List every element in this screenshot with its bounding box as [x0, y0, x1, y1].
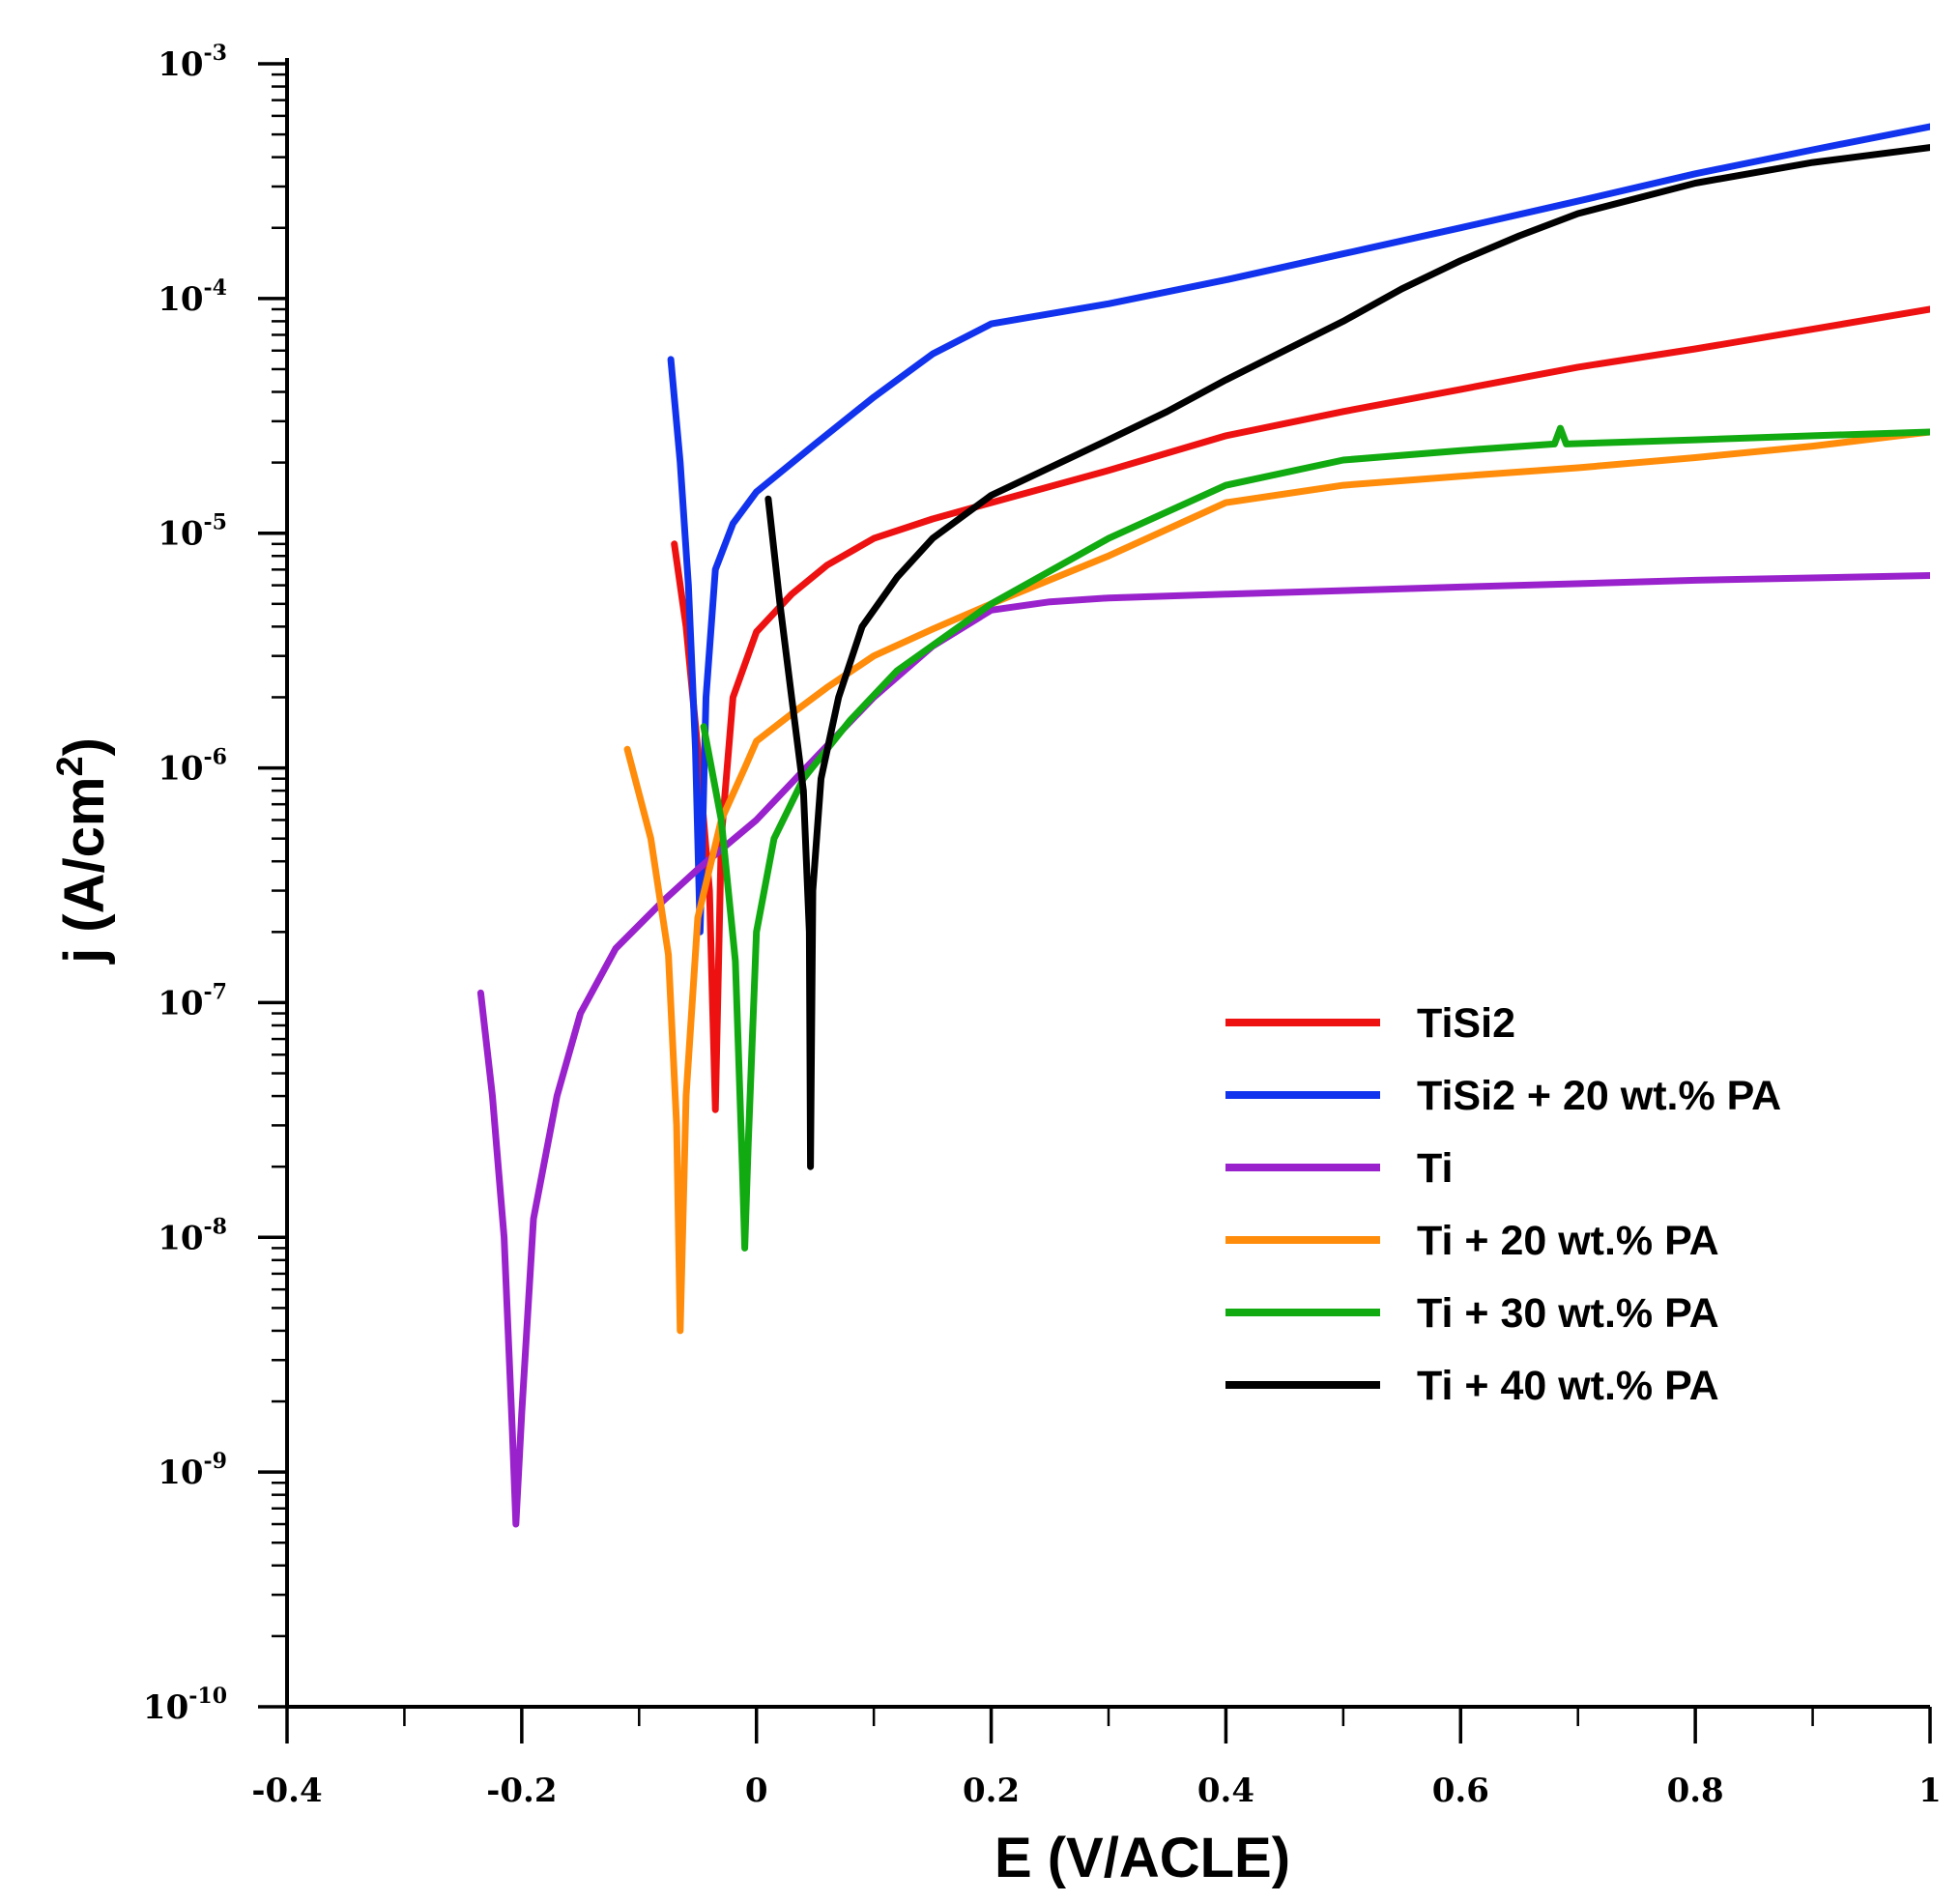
series-line-ti	[476, 572, 1930, 1528]
y-axis-title-main: j (A/cm	[53, 777, 116, 965]
series-line-ti-20-wt-pa	[623, 428, 1930, 1335]
y-tick-base: 10	[158, 1219, 203, 1257]
y-tick-labels: 10-310-410-510-610-710-810-910-10	[143, 41, 227, 1727]
y-tick-base: 10	[158, 515, 203, 554]
series-line-tisi2	[671, 305, 1930, 1113]
y-tick-label: 10-4	[158, 275, 227, 319]
y-tick-base: 10	[143, 1688, 188, 1727]
y-tick-label: 10-5	[158, 510, 227, 554]
x-tick-label: 0.8	[1667, 1772, 1724, 1810]
y-tick-base: 10	[158, 1454, 203, 1492]
y-tick-exponent: -6	[204, 745, 227, 770]
x-tick-label: -0.4	[251, 1772, 322, 1810]
y-tick-label: 10-9	[158, 1449, 227, 1492]
y-tick-exponent: -3	[204, 41, 227, 66]
series-line-tisi2-20-wt-pa	[667, 123, 1930, 936]
legend-label: TiSi2	[1417, 1000, 1515, 1047]
y-tick-label: 10-3	[158, 41, 227, 84]
y-tick-exponent: -4	[204, 275, 227, 301]
x-tick-label: 0.6	[1432, 1772, 1489, 1810]
series-line-ti-40-wt-pa	[764, 144, 1930, 1170]
y-tick-exponent: -5	[204, 510, 227, 535]
y-tick-base: 10	[158, 750, 203, 789]
y-axis-title-sup: 2	[50, 756, 91, 776]
y-tick-exponent: -7	[204, 979, 227, 1004]
x-axis-title: E (V/ACLE)	[994, 1827, 1290, 1889]
y-tick-label: 10-10	[143, 1684, 227, 1727]
y-tick-exponent: -9	[204, 1449, 227, 1474]
x-tick-label: 0	[745, 1772, 768, 1810]
y-tick-base: 10	[158, 45, 203, 84]
y-axis-title-end: )	[53, 737, 116, 756]
y-minor-ticks	[272, 72, 287, 1638]
y-tick-label: 10-6	[158, 745, 227, 789]
axes	[285, 58, 1930, 1709]
y-tick-label: 10-8	[158, 1214, 227, 1257]
y-axis-title: j (A/cm2)	[50, 737, 116, 965]
legend-label: TiSi2 + 20 wt.% PA	[1417, 1073, 1781, 1119]
y-tick-base: 10	[158, 280, 203, 319]
x-tick-label: 1	[1918, 1772, 1942, 1810]
legend: TiSi2 TiSi2 + 20 wt.% PA Ti Ti + 20 wt.% PA…	[1225, 1000, 1781, 1409]
x-tick-label: 0.4	[1197, 1772, 1254, 1810]
y-tick-exponent: -8	[204, 1214, 227, 1239]
axis-ticks	[258, 62, 1932, 1744]
legend-label: Ti	[1417, 1145, 1453, 1192]
series-layer	[476, 123, 1930, 1528]
x-tick-label: 0.2	[963, 1772, 1020, 1810]
legend-label: Ti + 30 wt.% PA	[1417, 1290, 1719, 1337]
series-line-ti-30-wt-pa	[700, 424, 1930, 1252]
y-tick-base: 10	[158, 984, 203, 1023]
x-tick-labels: -0.4 -0.2 0 0.2 0.4 0.6 0.8 1	[251, 1772, 1941, 1810]
legend-label: Ti + 40 wt.% PA	[1417, 1363, 1719, 1409]
y-tick-label: 10-7	[158, 979, 227, 1023]
x-tick-label: -0.2	[486, 1772, 557, 1810]
legend-label: Ti + 20 wt.% PA	[1417, 1218, 1719, 1264]
y-tick-exponent: -10	[188, 1684, 227, 1709]
